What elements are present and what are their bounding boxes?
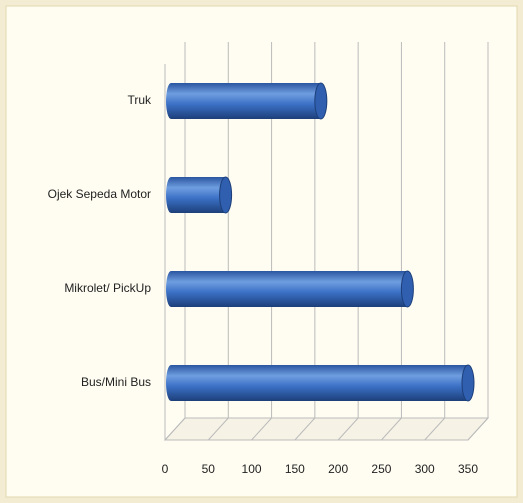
- grid-line: [424, 42, 446, 441]
- x-tick-label: 100: [242, 462, 262, 476]
- bar-part: [166, 177, 176, 213]
- grid-line: [337, 42, 359, 441]
- bar-part: [166, 271, 176, 307]
- bar: [166, 176, 233, 214]
- bar-part: [171, 271, 408, 307]
- y-tick-label: Ojek Sepeda Motor: [48, 187, 151, 201]
- bar-part: [166, 365, 176, 401]
- x-tick-label: 250: [371, 462, 391, 476]
- x-tick-label: 350: [458, 462, 478, 476]
- bar-part: [171, 177, 226, 213]
- floor: [163, 417, 490, 441]
- bar-part: [171, 365, 468, 401]
- grid-line: [294, 42, 316, 441]
- bar-part: [171, 83, 321, 119]
- x-tick-label: 200: [328, 462, 348, 476]
- grid-line: [251, 42, 273, 441]
- y-tick-label: Bus/Mini Bus: [81, 375, 151, 389]
- y-tick-label: Truk: [127, 93, 152, 107]
- bar-part: [219, 176, 233, 214]
- x-tick-label: 50: [202, 462, 216, 476]
- grid-line: [381, 42, 402, 441]
- bar: [166, 364, 475, 402]
- y-tick-label: Mikrolet/ PickUp: [64, 281, 151, 295]
- x-tick-label: 0: [162, 462, 169, 476]
- x-tick-label: 150: [285, 462, 305, 476]
- bar-part: [461, 364, 475, 402]
- bar-part: [400, 270, 414, 308]
- bar-part: [314, 82, 328, 120]
- grid-line: [207, 42, 229, 441]
- bar-part: [166, 83, 176, 119]
- bar: [166, 82, 328, 120]
- x-tick-label: 300: [415, 462, 435, 476]
- bar: [166, 270, 414, 308]
- grid-line: [164, 42, 186, 441]
- grid-line: [467, 42, 489, 441]
